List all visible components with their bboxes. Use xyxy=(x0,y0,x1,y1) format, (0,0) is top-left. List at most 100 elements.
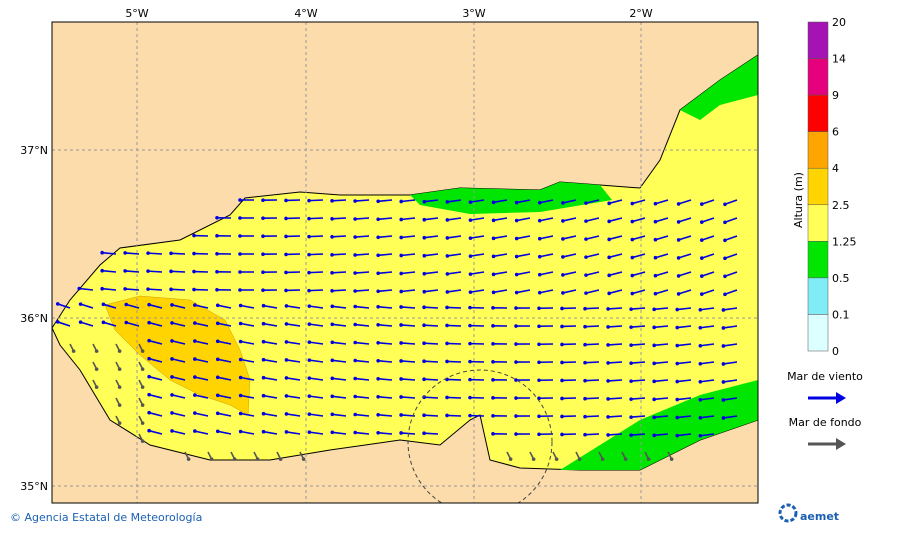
arrow-head xyxy=(238,234,242,238)
arrow-head xyxy=(675,362,679,366)
arrow-head xyxy=(422,431,426,435)
arrow xyxy=(585,416,599,417)
arrow-head xyxy=(422,341,426,345)
arrow-head xyxy=(100,287,104,291)
arrow-head xyxy=(468,396,472,400)
arrow-head xyxy=(262,304,266,308)
arrow-head xyxy=(584,255,588,259)
arrow-head xyxy=(606,307,610,311)
arrow xyxy=(585,308,599,309)
arrow-head xyxy=(555,457,559,461)
arrow xyxy=(608,398,622,399)
colorbar-label: 0 xyxy=(832,345,839,358)
arrow-head xyxy=(445,414,449,418)
arrow-head xyxy=(141,421,145,425)
lon-label: 2°W xyxy=(629,7,652,20)
arrow-head xyxy=(353,413,357,417)
arrow-head xyxy=(629,379,633,383)
arrow-head xyxy=(193,393,197,397)
arrow-head xyxy=(722,380,726,384)
arrow-head xyxy=(537,432,541,436)
arrow xyxy=(608,434,622,435)
arrow-head xyxy=(630,292,634,296)
arrow-head xyxy=(630,256,634,260)
arrow-head xyxy=(239,394,243,398)
arrow-head xyxy=(170,357,174,361)
arrow-head xyxy=(629,361,633,365)
arrow-head xyxy=(515,201,519,205)
arrow-head xyxy=(560,307,564,311)
arrow-head xyxy=(216,358,220,362)
arrow-head xyxy=(630,238,634,242)
arrow-head xyxy=(561,291,565,295)
arrow-head xyxy=(584,201,588,205)
arrow-head xyxy=(330,377,334,381)
credit: © Agencia Estatal de Meteorología xyxy=(10,511,202,524)
arrow-head xyxy=(284,199,288,203)
arrow xyxy=(631,344,645,345)
arrow-head xyxy=(492,237,496,241)
arrow-head xyxy=(399,200,403,204)
arrow-head xyxy=(677,220,681,224)
arrow-head xyxy=(422,377,426,381)
arrow-head xyxy=(723,202,727,206)
arrow-head xyxy=(330,199,334,203)
arrow-head xyxy=(422,272,426,276)
arrow-head xyxy=(561,201,565,205)
arrow-head xyxy=(647,457,651,461)
arrow xyxy=(608,380,622,381)
arrow-head xyxy=(239,340,243,344)
arrow-head xyxy=(330,359,334,363)
arrow-head xyxy=(491,360,495,364)
arrow-head xyxy=(491,306,495,310)
arrow-head xyxy=(141,385,145,389)
arrow-head xyxy=(675,344,679,348)
arrow-head xyxy=(399,305,403,309)
arrow-head xyxy=(146,269,150,273)
arrow-head xyxy=(256,457,260,461)
arrow xyxy=(608,344,622,345)
arrow-head xyxy=(262,340,266,344)
arrow-head xyxy=(284,253,288,257)
arrow xyxy=(424,361,438,362)
arrow-head xyxy=(376,377,380,381)
arrow-head xyxy=(279,457,283,461)
arrow-head xyxy=(630,220,634,224)
arrow-head xyxy=(141,349,145,353)
arrow-head xyxy=(699,308,703,312)
arrow-head xyxy=(583,379,587,383)
map xyxy=(52,22,758,514)
arrow xyxy=(355,200,369,201)
arrow-head xyxy=(514,432,518,436)
arrow-head xyxy=(677,238,681,242)
arrow xyxy=(309,236,323,237)
arrow-head xyxy=(376,289,380,293)
arrow-head xyxy=(700,202,704,206)
arrow xyxy=(447,397,461,398)
colorbar-segment xyxy=(808,22,828,59)
arrow-head xyxy=(238,198,242,202)
arrow-head xyxy=(515,255,519,259)
arrow-head xyxy=(216,304,220,308)
arrow-head xyxy=(446,254,450,258)
arrow-head xyxy=(675,416,679,420)
arrow-head xyxy=(353,253,357,257)
arrow-head xyxy=(561,255,565,259)
arrow-head xyxy=(330,271,334,275)
arrow xyxy=(631,434,645,435)
arrow-head xyxy=(584,219,588,223)
arrow-head xyxy=(239,358,243,362)
arrow-head xyxy=(170,303,174,307)
arrow xyxy=(332,236,346,237)
arrow-head xyxy=(722,362,726,366)
arrow xyxy=(309,272,323,273)
arrow xyxy=(608,308,622,309)
arrow-head xyxy=(630,274,634,278)
arrow-head xyxy=(170,339,174,343)
arrow xyxy=(585,344,599,345)
arrow-head xyxy=(469,200,473,204)
arrow-head xyxy=(629,343,633,347)
arrow-head xyxy=(532,457,536,461)
arrow-head xyxy=(700,274,704,278)
